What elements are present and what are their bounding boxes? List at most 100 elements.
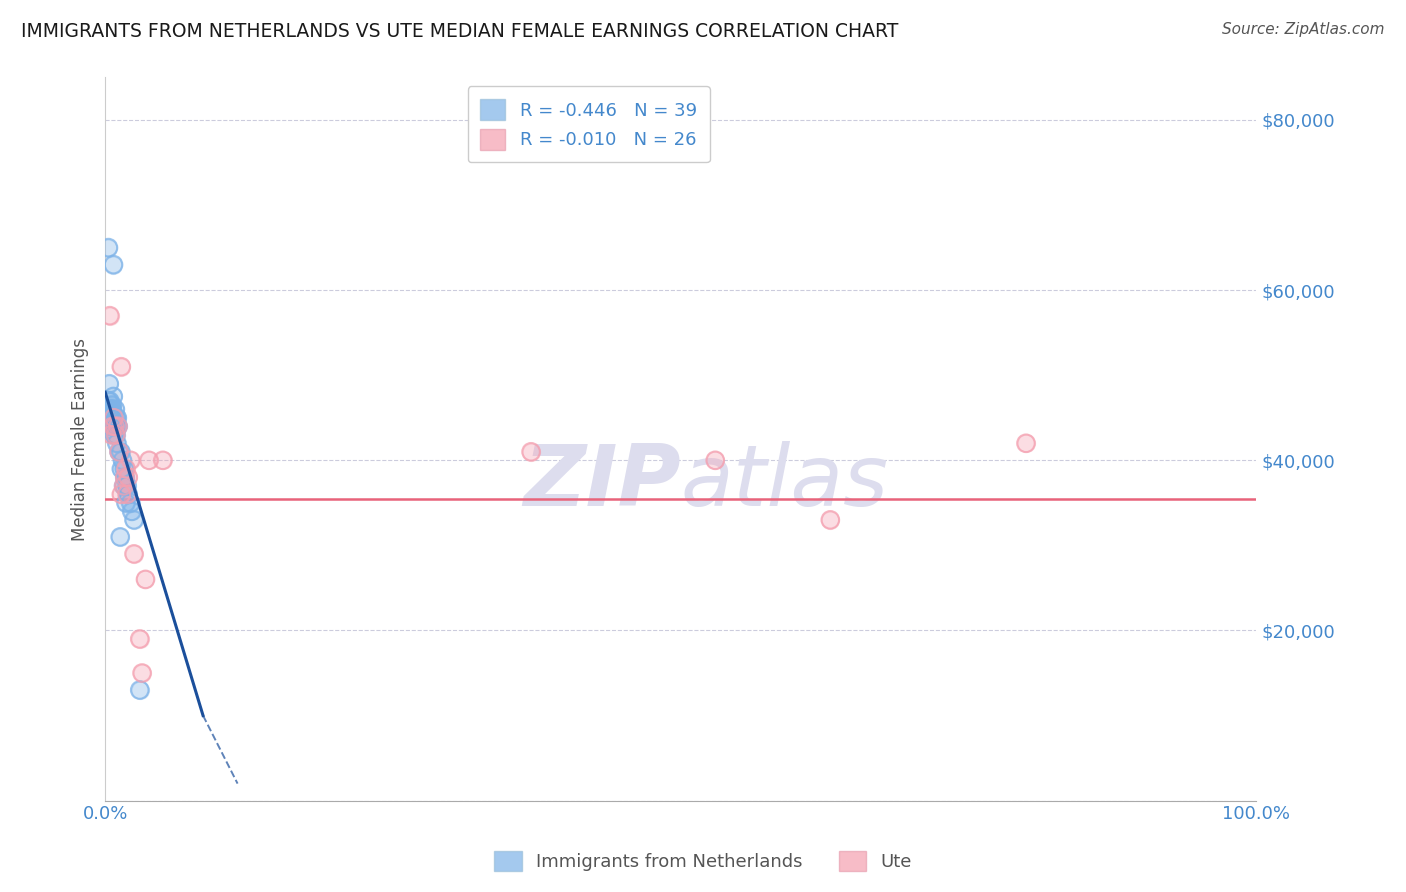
Point bbox=[104, 419, 127, 434]
Text: IMMIGRANTS FROM NETHERLANDS VS UTE MEDIAN FEMALE EARNINGS CORRELATION CHART: IMMIGRANTS FROM NETHERLANDS VS UTE MEDIA… bbox=[21, 22, 898, 41]
Point bbox=[107, 419, 129, 434]
Point bbox=[120, 453, 142, 467]
Point bbox=[115, 487, 138, 501]
Point bbox=[100, 402, 122, 417]
Point bbox=[108, 444, 131, 458]
Point bbox=[104, 402, 127, 417]
Point bbox=[115, 462, 138, 476]
Point bbox=[101, 410, 124, 425]
Point bbox=[820, 513, 842, 527]
Point bbox=[98, 376, 121, 391]
Point bbox=[114, 470, 136, 484]
Point bbox=[115, 479, 138, 493]
Point bbox=[114, 470, 136, 484]
Legend: Immigrants from Netherlands, Ute: Immigrants from Netherlands, Ute bbox=[488, 844, 918, 879]
Point bbox=[100, 427, 122, 442]
Point bbox=[98, 407, 121, 421]
Point bbox=[110, 487, 132, 501]
Point bbox=[107, 419, 129, 434]
Point bbox=[110, 359, 132, 374]
Point bbox=[103, 427, 125, 442]
Point bbox=[104, 427, 127, 442]
Point bbox=[122, 547, 145, 561]
Point bbox=[105, 410, 128, 425]
Point bbox=[103, 389, 125, 403]
Text: atlas: atlas bbox=[681, 441, 889, 524]
Point bbox=[704, 453, 727, 467]
Point bbox=[97, 410, 120, 425]
Point bbox=[101, 398, 124, 412]
Point bbox=[105, 410, 128, 425]
Point bbox=[101, 402, 124, 417]
Point bbox=[101, 398, 124, 412]
Point bbox=[1015, 436, 1038, 450]
Point bbox=[112, 479, 135, 493]
Point bbox=[107, 419, 129, 434]
Point bbox=[820, 513, 842, 527]
Point bbox=[103, 410, 125, 425]
Point bbox=[98, 376, 121, 391]
Point bbox=[110, 462, 132, 476]
Point bbox=[520, 444, 543, 458]
Point bbox=[128, 683, 150, 698]
Y-axis label: Median Female Earnings: Median Female Earnings bbox=[72, 337, 89, 541]
Point bbox=[117, 487, 139, 501]
Point bbox=[108, 530, 131, 544]
Point bbox=[105, 410, 128, 425]
Point bbox=[115, 462, 138, 476]
Point bbox=[97, 410, 120, 425]
Point bbox=[112, 462, 135, 476]
Point bbox=[103, 258, 125, 272]
Point bbox=[100, 402, 122, 417]
Point bbox=[131, 665, 153, 680]
Point bbox=[121, 504, 143, 518]
Point bbox=[115, 496, 138, 510]
Point bbox=[112, 479, 135, 493]
Point bbox=[101, 419, 124, 434]
Point bbox=[110, 444, 132, 458]
Point bbox=[104, 427, 127, 442]
Point bbox=[122, 513, 145, 527]
Point bbox=[105, 436, 128, 450]
Point bbox=[97, 241, 120, 255]
Point bbox=[100, 427, 122, 442]
Legend: R = -0.446   N = 39, R = -0.010   N = 26: R = -0.446 N = 39, R = -0.010 N = 26 bbox=[468, 87, 710, 162]
Point bbox=[108, 444, 131, 458]
Point bbox=[112, 462, 135, 476]
Point bbox=[114, 470, 136, 484]
Point bbox=[152, 453, 174, 467]
Point bbox=[103, 410, 125, 425]
Point bbox=[152, 453, 174, 467]
Point bbox=[128, 632, 150, 646]
Point bbox=[107, 419, 129, 434]
Point bbox=[103, 427, 125, 442]
Point bbox=[104, 427, 127, 442]
Point bbox=[128, 683, 150, 698]
Point bbox=[138, 453, 160, 467]
Point bbox=[98, 393, 121, 408]
Point bbox=[98, 309, 121, 323]
Point bbox=[110, 359, 132, 374]
Point bbox=[98, 407, 121, 421]
Point bbox=[131, 665, 153, 680]
Point bbox=[98, 309, 121, 323]
Point bbox=[112, 479, 135, 493]
Point bbox=[520, 444, 543, 458]
Point bbox=[704, 453, 727, 467]
Text: Source: ZipAtlas.com: Source: ZipAtlas.com bbox=[1222, 22, 1385, 37]
Point bbox=[100, 402, 122, 417]
Point bbox=[117, 470, 139, 484]
Point bbox=[104, 419, 127, 434]
Point bbox=[100, 419, 122, 434]
Point bbox=[101, 419, 124, 434]
Point bbox=[115, 487, 138, 501]
Point bbox=[104, 419, 127, 434]
Text: ZIP: ZIP bbox=[523, 441, 681, 524]
Point bbox=[122, 547, 145, 561]
Point bbox=[103, 258, 125, 272]
Point bbox=[134, 573, 156, 587]
Point bbox=[100, 419, 122, 434]
Point bbox=[122, 513, 145, 527]
Point bbox=[111, 453, 134, 467]
Point bbox=[120, 453, 142, 467]
